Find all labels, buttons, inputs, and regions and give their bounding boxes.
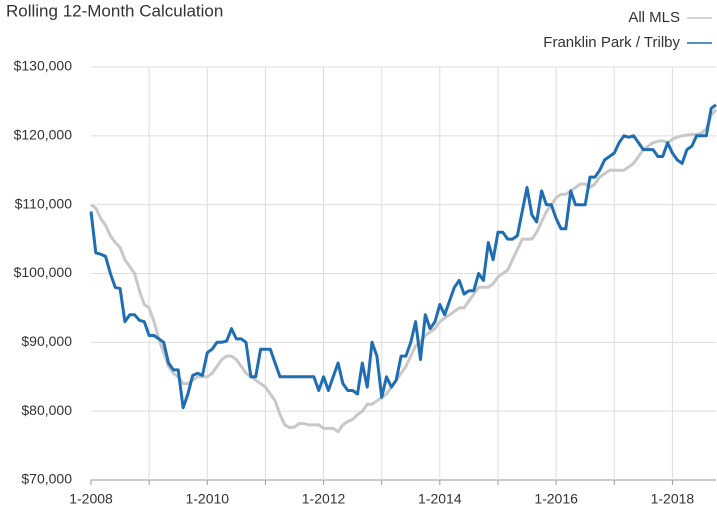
y-tick-label: $110,000 [15, 195, 73, 211]
y-tick-label: $90,000 [21, 333, 72, 349]
legend-label: Franklin Park / Trilby [543, 34, 680, 51]
x-tick-label: 1-2008 [69, 491, 113, 507]
x-tick-label: 1-2010 [185, 491, 229, 507]
series-line [89, 103, 717, 410]
x-tick-label: 1-2018 [651, 491, 695, 507]
y-tick-label: $130,000 [14, 58, 73, 74]
x-tick-label: 1-2012 [302, 491, 346, 507]
y-tick-label: $100,000 [14, 264, 73, 280]
x-tick-label: 1-2014 [418, 491, 462, 507]
y-tick-label: $120,000 [14, 127, 73, 143]
y-tick-label: $80,000 [21, 402, 72, 418]
x-tick-label: 1-2016 [534, 491, 578, 507]
y-tick-label: $70,000 [21, 471, 72, 487]
series-line [90, 108, 717, 434]
chart-title: Rolling 12-Month Calculation [6, 1, 223, 20]
legend-label: All MLS [628, 9, 680, 26]
